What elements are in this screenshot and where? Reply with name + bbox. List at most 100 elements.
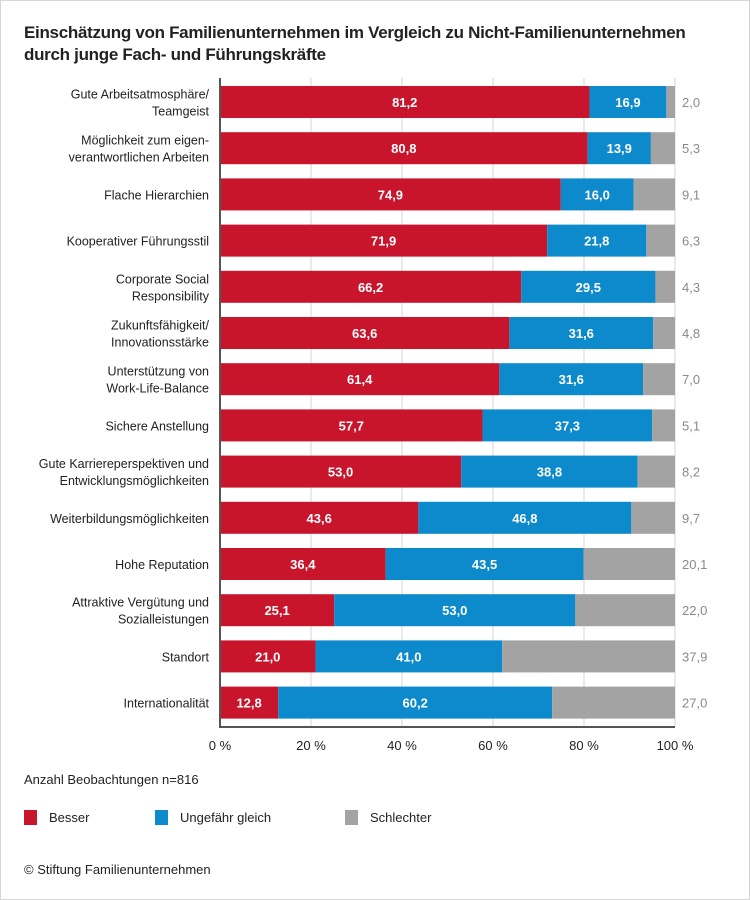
data-label: 22,0: [682, 603, 707, 618]
bar-segment-schlechter: [646, 224, 675, 257]
bar-segment-ungef-hr-gleich: [315, 640, 503, 673]
data-label: 5,3: [682, 141, 700, 156]
data-label: 74,9: [378, 187, 403, 202]
data-label: 25,1: [264, 603, 289, 618]
bar-segment-besser: [220, 501, 419, 534]
legend-label: Schlechter: [370, 810, 432, 825]
category-label: Responsibility: [132, 289, 210, 303]
data-label: 6,3: [682, 234, 700, 249]
bar-segment-ungef-hr-gleich: [278, 686, 553, 719]
data-label: 63,6: [352, 326, 377, 341]
category-label: Work-Life-Balance: [106, 382, 209, 396]
data-label: 43,5: [472, 557, 497, 572]
category-label: Corporate Social: [116, 272, 209, 286]
data-label: 66,2: [358, 280, 383, 295]
data-label: 4,8: [682, 326, 700, 341]
category-label: Weiterbildungsmöglichkeiten: [50, 512, 209, 526]
bar-segment-besser: [220, 594, 335, 627]
bar-segment-ungef-hr-gleich: [547, 224, 647, 257]
bar-segment-schlechter: [643, 363, 675, 396]
legend-label: Besser: [49, 810, 90, 825]
data-label: 16,0: [585, 187, 610, 202]
bar-segment-besser: [220, 409, 483, 442]
category-label: Flache Hierarchien: [104, 188, 209, 202]
bar-segment-schlechter: [583, 548, 675, 580]
bar-segment-schlechter: [650, 132, 675, 165]
category-label: Gute Arbeitsatmosphäre/: [71, 88, 210, 102]
data-label: 36,4: [290, 557, 316, 572]
data-label: 16,9: [615, 95, 640, 110]
data-label: 60,2: [403, 696, 428, 711]
bar-segment-schlechter: [655, 270, 675, 303]
bar-segment-ungef-hr-gleich: [482, 409, 653, 442]
data-label: 21,0: [255, 649, 280, 664]
bar-segment-schlechter: [633, 178, 675, 211]
bar-segment-schlechter: [502, 640, 675, 673]
category-label: Zukunftsfähigkeit/: [111, 319, 209, 333]
bar-segment-ungef-hr-gleich: [499, 363, 644, 396]
bar-segment-schlechter: [575, 594, 675, 627]
category-label: Teamgeist: [152, 105, 209, 119]
category-label: Innovationsstärke: [111, 336, 209, 350]
data-label: 21,8: [584, 234, 609, 249]
category-label: Kooperativer Führungsstil: [67, 235, 209, 249]
x-tick-label: 40 %: [387, 738, 417, 753]
source-credit: © Stiftung Familienunternehmen: [24, 862, 211, 877]
bar-segment-schlechter: [652, 409, 675, 442]
legend-swatch-schlechter: [345, 810, 358, 825]
legend-swatch-ungefaehr-gleich: [155, 810, 168, 825]
bar-segment-besser: [220, 455, 462, 488]
data-label: 2,0: [682, 95, 700, 110]
data-label: 61,4: [347, 372, 373, 387]
x-tick-label: 100 %: [657, 738, 694, 753]
bar-segment-ungef-hr-gleich: [385, 548, 584, 580]
bar-segment-besser: [220, 548, 386, 580]
bar-segment-ungef-hr-gleich: [461, 455, 638, 488]
bar-segment-ungef-hr-gleich: [521, 270, 656, 303]
data-label: 13,9: [607, 141, 632, 156]
data-label: 80,8: [391, 141, 416, 156]
data-label: 12,8: [236, 696, 261, 711]
bar-segment-ungef-hr-gleich: [418, 501, 632, 534]
data-label: 5,1: [682, 418, 700, 433]
observation-note: Anzahl Beobachtungen n=816: [24, 772, 199, 787]
legend-item-besser: Besser: [24, 810, 89, 825]
category-label: Möglichkeit zum eigen-: [81, 134, 209, 148]
bar-segment-besser: [220, 86, 590, 118]
legend-label: Ungefähr gleich: [180, 810, 272, 825]
bar-segment-schlechter: [631, 501, 675, 534]
x-tick-label: 20 %: [296, 738, 326, 753]
bar-segment-besser: [220, 317, 510, 349]
bar-segment-ungef-hr-gleich: [509, 317, 654, 349]
data-label: 7,0: [682, 372, 700, 387]
data-label: 41,0: [396, 649, 421, 664]
legend-item-ungefaehr-gleich: Ungefähr gleich: [155, 810, 271, 825]
category-label: Sichere Anstellung: [105, 419, 209, 433]
data-label: 29,5: [576, 280, 601, 295]
category-label: Unterstützung von: [108, 365, 209, 379]
category-label: Hohe Reputation: [115, 558, 209, 572]
data-label: 38,8: [537, 465, 562, 480]
data-label: 57,7: [339, 418, 364, 433]
category-label: Standort: [162, 650, 210, 664]
bar-segment-besser: [220, 686, 279, 719]
data-label: 9,7: [682, 511, 700, 526]
legend-item-schlechter: Schlechter: [345, 810, 431, 825]
data-label: 53,0: [328, 465, 353, 480]
data-label: 27,0: [682, 696, 707, 711]
category-label: Internationalität: [124, 697, 210, 711]
data-label: 37,3: [555, 418, 580, 433]
category-label: verantwortlichen Arbeiten: [69, 151, 209, 165]
data-label: 46,8: [512, 511, 537, 526]
bar-segment-ungef-hr-gleich: [589, 86, 667, 118]
data-label: 31,6: [569, 326, 594, 341]
x-tick-label: 60 %: [478, 738, 508, 753]
chart-title: Einschätzung von Familienunternehmen im …: [24, 23, 686, 64]
data-label: 43,6: [307, 511, 332, 526]
data-label: 81,2: [392, 95, 417, 110]
bar-segment-schlechter: [666, 86, 675, 118]
bar-segment-schlechter: [552, 686, 675, 719]
category-label: Gute Karriereperspektiven und: [39, 457, 209, 471]
bar-segment-ungef-hr-gleich: [587, 132, 651, 165]
